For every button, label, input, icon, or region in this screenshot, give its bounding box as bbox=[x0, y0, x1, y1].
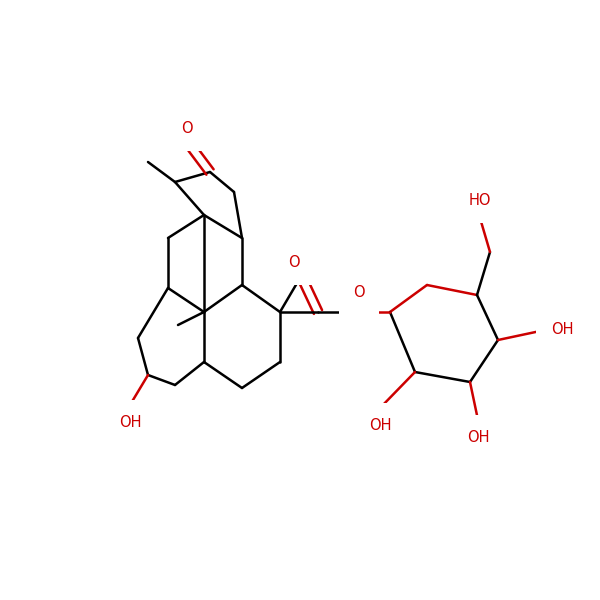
Text: OH: OH bbox=[369, 418, 391, 433]
Text: OH: OH bbox=[119, 415, 141, 430]
Text: O: O bbox=[353, 285, 365, 300]
Text: OH: OH bbox=[467, 430, 489, 445]
Text: O: O bbox=[288, 255, 300, 270]
Text: O: O bbox=[181, 121, 193, 136]
Text: OH: OH bbox=[551, 323, 574, 337]
Text: HO: HO bbox=[469, 193, 491, 208]
